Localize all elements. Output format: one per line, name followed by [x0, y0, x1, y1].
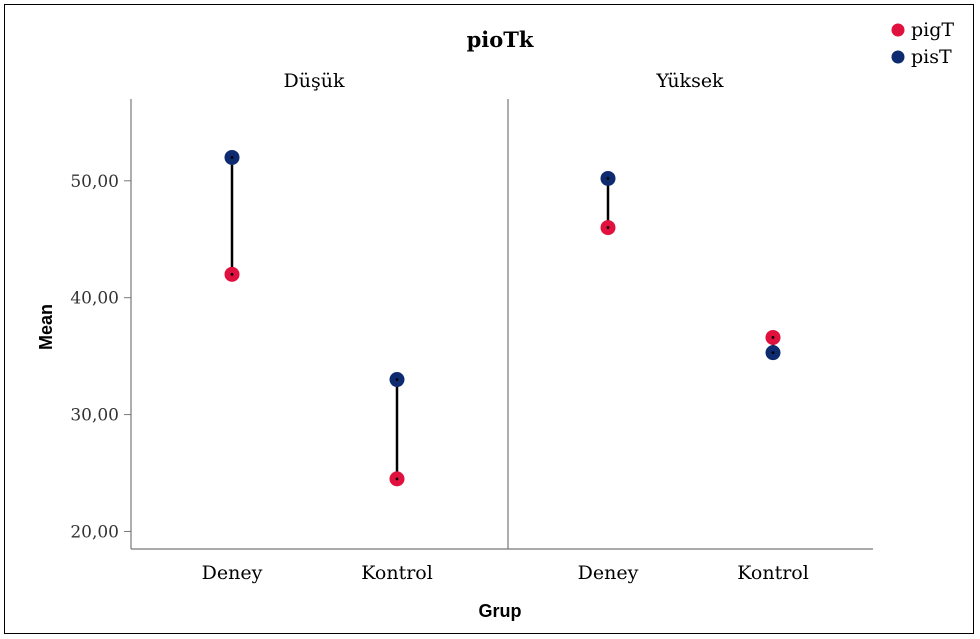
x-axis-title: Grup: [479, 601, 522, 621]
x-tick-label: Deney: [578, 562, 639, 584]
panel-label-yuksek: Yüksek: [655, 70, 724, 92]
data-point-center-pisT: [230, 156, 234, 159]
y-tick-label: 50,00: [70, 172, 119, 192]
y-tick-label: 40,00: [70, 289, 119, 309]
data-point-center-pisT: [395, 378, 399, 381]
y-tick-label: 30,00: [70, 406, 119, 426]
legend-marker-pigT: [891, 23, 905, 37]
data-point-center-pigT: [606, 226, 610, 229]
y-tick-label: 20,00: [70, 522, 119, 542]
chart-frame: [4, 4, 974, 634]
x-tick-label: Kontrol: [361, 562, 433, 584]
data-point-center-pigT: [395, 477, 399, 481]
legend-marker-pisT: [891, 50, 905, 64]
data-point-center-pigT: [771, 336, 775, 339]
x-tick-label: Deney: [202, 562, 263, 584]
x-tick-label: Kontrol: [737, 562, 809, 584]
legend-label-pigT: pigT: [911, 19, 954, 41]
panel-label-dusuk: Düşük: [284, 70, 345, 92]
y-axis-title: Mean: [36, 304, 56, 350]
data-point-center-pisT: [771, 351, 775, 355]
data-point-center-pigT: [230, 272, 234, 276]
legend-label-pisT: pisT: [911, 46, 952, 68]
chart-title: pioTk: [467, 27, 534, 52]
legend: pigT pisT: [891, 19, 954, 68]
data-point-center-pisT: [606, 177, 610, 180]
